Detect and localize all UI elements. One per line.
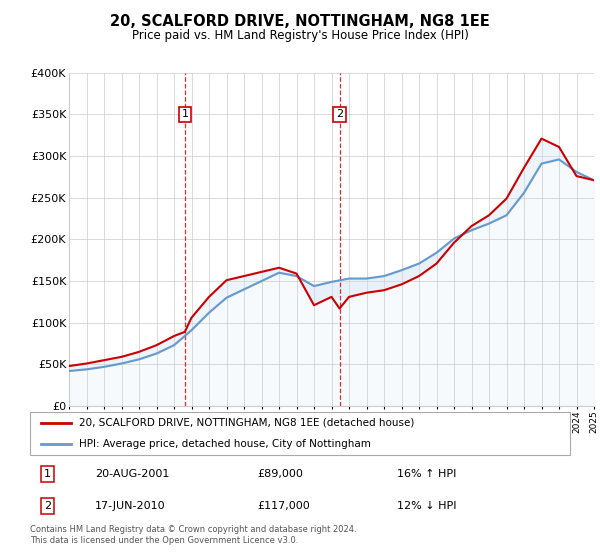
Text: 17-JUN-2010: 17-JUN-2010: [95, 501, 166, 511]
Text: 20, SCALFORD DRIVE, NOTTINGHAM, NG8 1EE: 20, SCALFORD DRIVE, NOTTINGHAM, NG8 1EE: [110, 14, 490, 29]
Text: HPI: Average price, detached house, City of Nottingham: HPI: Average price, detached house, City…: [79, 440, 370, 449]
FancyBboxPatch shape: [30, 412, 570, 455]
Text: 16% ↑ HPI: 16% ↑ HPI: [397, 469, 457, 479]
Text: £89,000: £89,000: [257, 469, 302, 479]
Text: 20-AUG-2001: 20-AUG-2001: [95, 469, 169, 479]
Text: 20, SCALFORD DRIVE, NOTTINGHAM, NG8 1EE (detached house): 20, SCALFORD DRIVE, NOTTINGHAM, NG8 1EE …: [79, 418, 414, 427]
Text: £117,000: £117,000: [257, 501, 310, 511]
Text: 2: 2: [336, 109, 343, 119]
Text: 1: 1: [44, 469, 52, 479]
Text: 12% ↓ HPI: 12% ↓ HPI: [397, 501, 457, 511]
Text: 1: 1: [181, 109, 188, 119]
Text: Price paid vs. HM Land Registry's House Price Index (HPI): Price paid vs. HM Land Registry's House …: [131, 29, 469, 42]
Text: Contains HM Land Registry data © Crown copyright and database right 2024.
This d: Contains HM Land Registry data © Crown c…: [30, 525, 356, 545]
Text: 2: 2: [44, 501, 52, 511]
